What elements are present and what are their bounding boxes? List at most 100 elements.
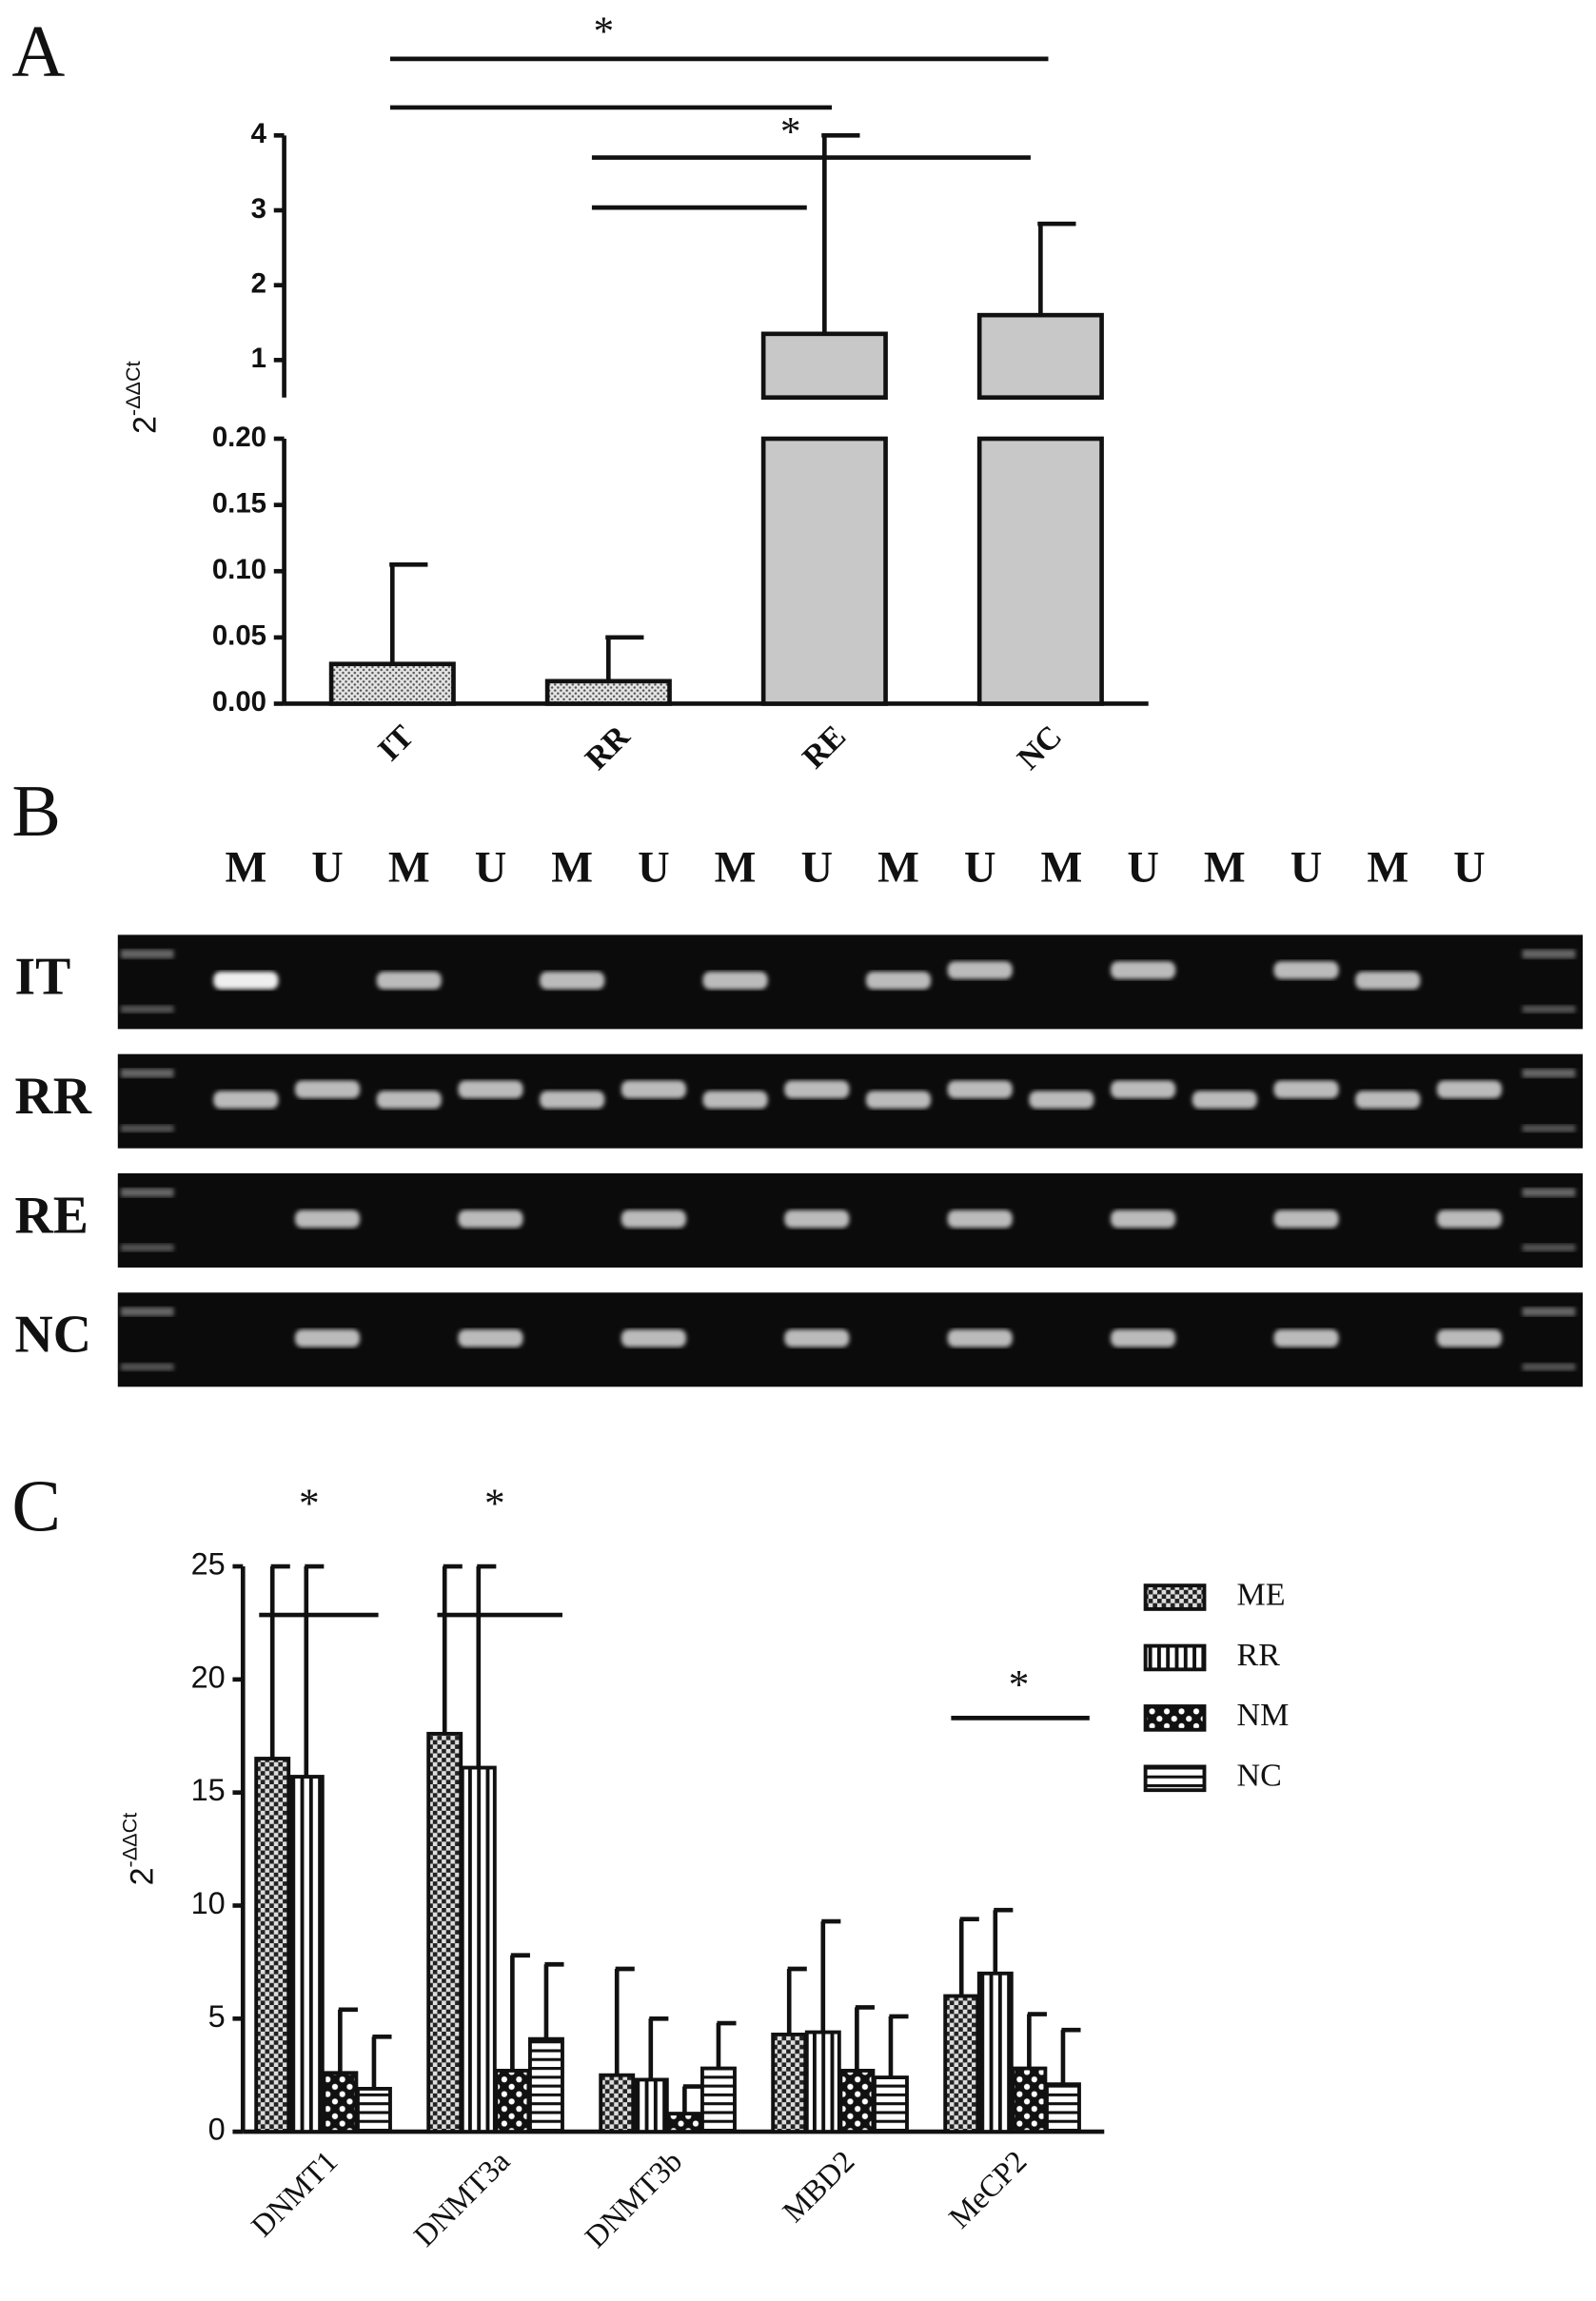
annotation: * <box>780 108 801 154</box>
lane-label: U <box>638 843 670 892</box>
y-label-exponent: -ΔΔCt <box>117 1813 141 1868</box>
lane-label: M <box>225 843 266 892</box>
gel-band <box>784 1328 850 1347</box>
gel-band <box>1192 1091 1257 1109</box>
row-label: RR <box>14 1067 91 1126</box>
gel-band <box>865 972 932 990</box>
lane-label: M <box>877 843 919 892</box>
x-tick-label: DNMT3b <box>579 2144 689 2254</box>
ladder-band <box>120 1307 174 1317</box>
bar <box>460 1765 497 2134</box>
bar <box>943 1994 980 2134</box>
bar <box>356 2087 392 2134</box>
gel-band <box>540 972 605 990</box>
y-tick-label: 15 <box>191 1773 226 1807</box>
gel-band <box>947 1080 1013 1099</box>
legend-label: RR <box>1237 1638 1281 1673</box>
ladder-band <box>120 1069 174 1078</box>
y-tick-label: 1 <box>251 343 266 374</box>
panel-label: B <box>11 770 61 852</box>
gel-band <box>621 1328 686 1347</box>
x-tick-label: IT <box>371 718 421 768</box>
bar <box>760 331 888 401</box>
row-label: IT <box>14 948 70 1007</box>
lane-label: U <box>801 843 834 892</box>
gel-band <box>1029 1091 1094 1109</box>
bar <box>1011 2066 1048 2134</box>
gel-lane-row <box>117 934 1584 1030</box>
gel-band <box>702 1091 768 1109</box>
y-axis-label: 2-ΔΔCt <box>117 1813 160 1886</box>
panel-label: A <box>11 10 65 92</box>
gel-band <box>784 1080 850 1099</box>
y-label-base: 2 <box>128 416 164 434</box>
y-tick-label: 0.05 <box>212 620 266 652</box>
ladder-band <box>120 1124 174 1132</box>
x-tick-label: DNMT1 <box>246 2144 345 2244</box>
lane-label: M <box>1204 843 1246 892</box>
bar <box>544 678 672 706</box>
bar <box>976 1971 1014 2134</box>
gel-band <box>540 1091 605 1109</box>
bar <box>771 2032 808 2134</box>
legend-label: ME <box>1237 1577 1286 1612</box>
gel-band <box>1111 1080 1176 1099</box>
y-tick-label: 2 <box>251 267 266 299</box>
ladder-band <box>1522 1244 1576 1251</box>
lane-label: U <box>1291 843 1323 892</box>
gel-band <box>1436 1328 1502 1347</box>
row-label: RE <box>14 1186 88 1245</box>
gel-band <box>213 972 279 990</box>
gel-band <box>1273 961 1339 979</box>
y-tick-label: 0.00 <box>212 686 266 718</box>
ladder-band <box>1522 1363 1576 1371</box>
lane-label: U <box>1127 843 1159 892</box>
ladder-band <box>120 949 174 959</box>
lane-label: M <box>551 843 593 892</box>
x-tick-label: NC <box>1011 718 1069 777</box>
bar <box>838 2069 876 2134</box>
ladder-band <box>1522 1124 1576 1132</box>
y-tick-label: 0.15 <box>212 487 266 519</box>
gel-band <box>1436 1210 1502 1229</box>
gel-band <box>865 1091 932 1109</box>
ladder-band <box>120 1363 174 1371</box>
annotation: * <box>299 1481 320 1526</box>
lane-label: M <box>388 843 430 892</box>
annotation: * <box>1009 1662 1030 1707</box>
y-tick-label: 0.10 <box>212 554 266 585</box>
bar <box>700 2066 737 2134</box>
ladder-band <box>1522 1307 1576 1317</box>
y-label-exponent: -ΔΔCt <box>121 361 145 416</box>
bar <box>328 661 456 706</box>
bar <box>254 1757 291 2134</box>
lane-label: M <box>1041 843 1083 892</box>
legend-swatch <box>1143 1764 1207 1793</box>
ladder-band <box>120 1244 174 1251</box>
y-axis-label: 2-ΔΔCt <box>121 361 164 434</box>
ladder-band <box>1522 1188 1576 1197</box>
gel-lane-row <box>117 1053 1584 1149</box>
x-tick-label: MBD2 <box>777 2144 861 2229</box>
legend-label: NC <box>1237 1759 1282 1794</box>
gel-band <box>1436 1080 1502 1099</box>
annotation: * <box>593 9 614 54</box>
lane-label: U <box>311 843 344 892</box>
y-tick-label: 0.20 <box>212 422 266 453</box>
x-tick-label: DNMT3a <box>407 2144 517 2253</box>
bar <box>873 2075 909 2134</box>
gel-band <box>295 1080 361 1099</box>
gel-band <box>458 1328 523 1347</box>
bar <box>287 1775 325 2134</box>
gel-band <box>1355 1091 1421 1109</box>
bar <box>632 2077 669 2134</box>
gel-band <box>295 1328 361 1347</box>
panel-label: C <box>11 1465 61 1546</box>
y-tick-label: 5 <box>208 1999 226 2034</box>
gel-band <box>702 972 768 990</box>
gel-band <box>376 1091 442 1109</box>
gel-band <box>458 1210 523 1229</box>
bar <box>976 312 1104 401</box>
